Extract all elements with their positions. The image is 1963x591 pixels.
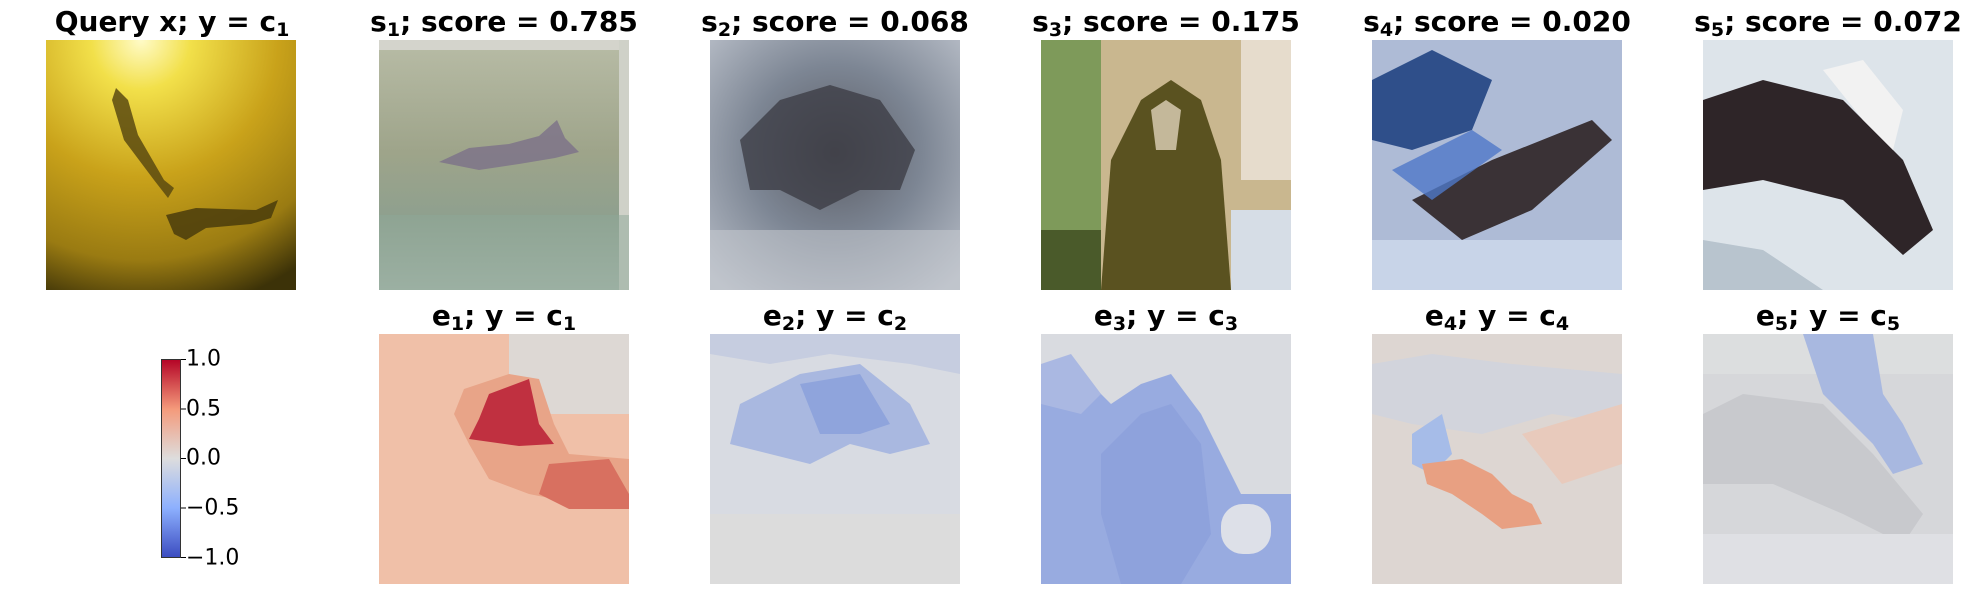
sample-image-5 [1703,40,1953,290]
explanation-title-1: e1; y = c1 [431,299,577,335]
colorbar-tick-1: 1.0 [186,346,221,372]
explanation-heatmap-4 [1372,334,1622,584]
explanation-heatmap-3 [1041,334,1291,584]
sample-title-2: s2; score = 0.068 [701,5,969,41]
explanation-title-3: e3; y = c3 [1093,299,1239,335]
query-image [46,40,296,290]
sample-image-3 [1041,40,1291,290]
sample-title-5: s5; score = 0.072 [1694,5,1962,41]
sample-image-2 [710,40,960,290]
colorbar-tick-2: 0.5 [186,396,221,422]
sample-image-4 [1372,40,1622,290]
sample-title-3: s3; score = 0.175 [1032,5,1300,41]
explanation-heatmap-5 [1703,334,1953,584]
query-title: Query x; y = c1 [54,5,290,41]
sample-title-1: s1; score = 0.785 [370,5,638,41]
sample-title-4: s4; score = 0.020 [1363,5,1631,41]
colorbar-tick-5: −1.0 [186,545,240,571]
sample-image-1 [379,40,629,290]
explanation-title-4: e4; y = c4 [1424,299,1570,335]
colorbar-tick-marks [181,359,186,558]
explanation-heatmap-2 [710,334,960,584]
explanation-title-5: e5; y = c5 [1755,299,1901,335]
explanation-heatmap-1 [379,334,629,584]
colorbar [161,359,181,558]
colorbar-tick-4: −0.5 [186,495,240,521]
explanation-title-2: e2; y = c2 [762,299,908,335]
colorbar-tick-3: 0.0 [186,445,221,471]
